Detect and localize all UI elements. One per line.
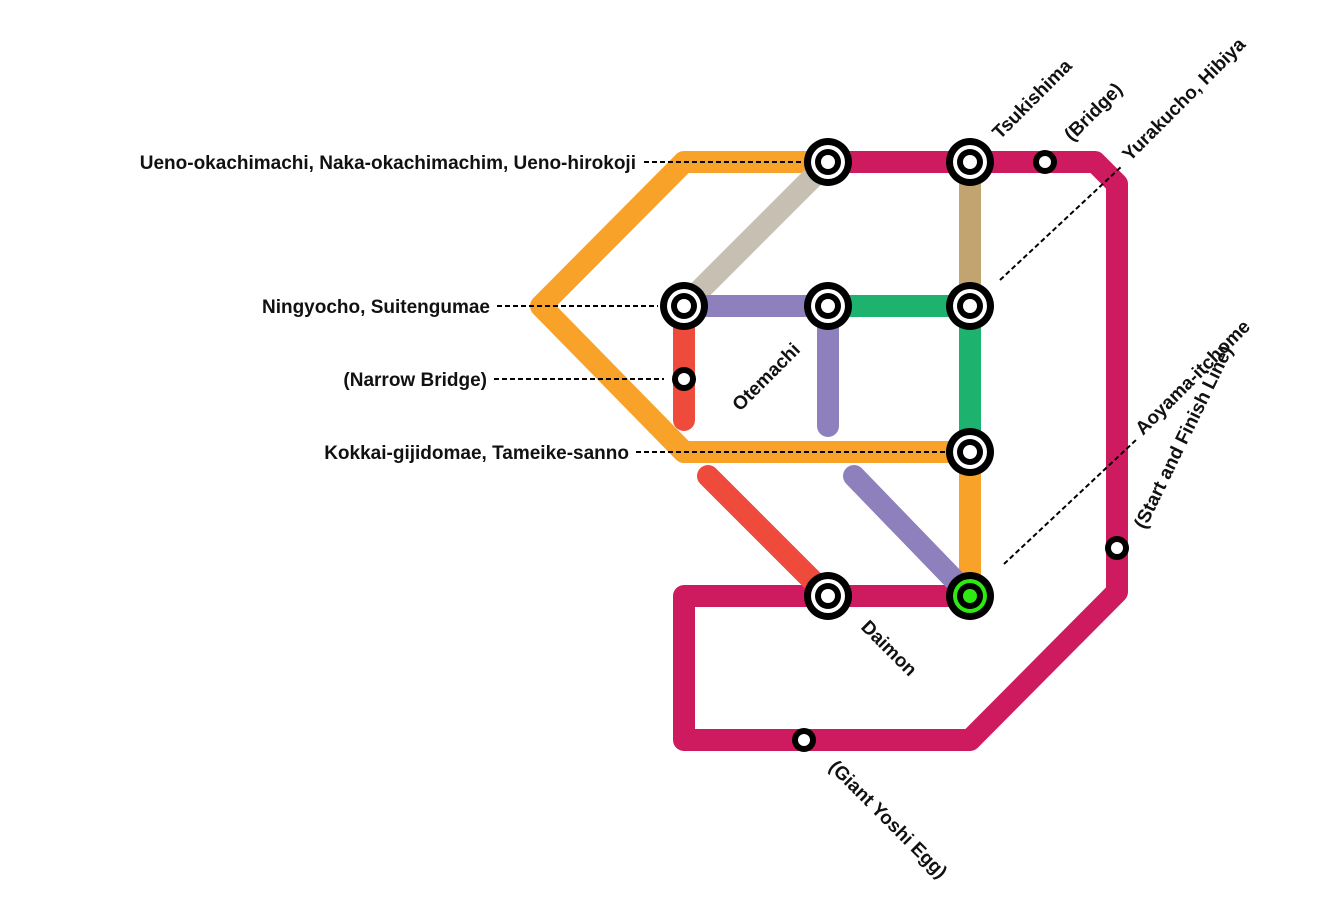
station-aoyama-start[interactable] xyxy=(946,572,994,620)
label-ningyocho: Ningyocho, Suitengumae xyxy=(262,297,490,318)
label-yurakucho: Yurakucho, Hibiya xyxy=(1119,34,1251,166)
label-ueno: Ueno-okachimachi, Naka-okachimachim, Uen… xyxy=(140,153,636,174)
purple-line-lower xyxy=(843,465,981,607)
leader-lines xyxy=(494,161,1137,565)
label-narrow-bridge: (Narrow Bridge) xyxy=(343,370,487,391)
magenta-line xyxy=(673,151,1128,751)
stop-giant-yoshi-egg[interactable] xyxy=(792,728,816,752)
stations xyxy=(660,138,1129,752)
label-daimon: Daimon xyxy=(856,617,920,681)
label-giant-yoshi-egg: (Giant Yoshi Egg) xyxy=(824,757,950,883)
stop-start-finish[interactable] xyxy=(1105,536,1129,560)
station-ningyocho[interactable] xyxy=(660,282,708,330)
grey-line xyxy=(673,151,839,317)
label-otemachi: Otemachi xyxy=(729,339,805,415)
station-ueno[interactable] xyxy=(804,138,852,186)
aoyama-leader xyxy=(1003,439,1137,565)
stop-narrow-bridge[interactable] xyxy=(672,367,696,391)
station-otemachi[interactable] xyxy=(804,282,852,330)
label-bridge: (Bridge) xyxy=(1061,79,1127,145)
green-line xyxy=(817,295,981,463)
station-tsukishima[interactable] xyxy=(946,138,994,186)
purple-line-upper xyxy=(673,295,839,437)
yurakucho-leader xyxy=(999,165,1123,281)
red-line-lower xyxy=(697,465,839,607)
station-daimon[interactable] xyxy=(804,572,852,620)
station-kokkai[interactable] xyxy=(946,428,994,476)
stop-bridge[interactable] xyxy=(1033,150,1057,174)
station-yurakucho[interactable] xyxy=(946,282,994,330)
label-kokkai: Kokkai-gijidomae, Tameike-sanno xyxy=(324,443,629,464)
